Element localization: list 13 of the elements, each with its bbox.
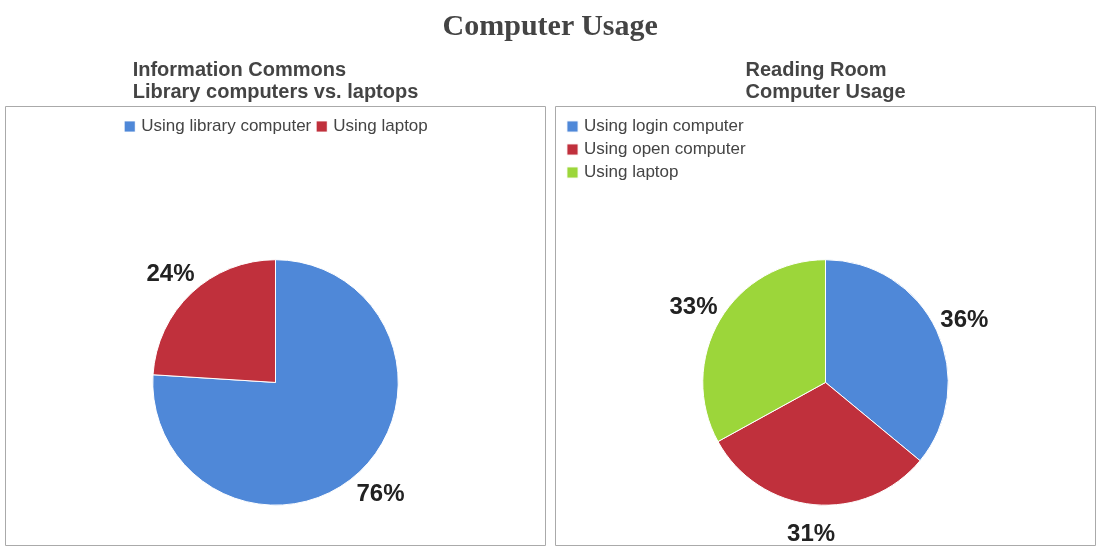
data-label: 31% — [787, 518, 836, 546]
legend-label: Using library computer — [141, 116, 312, 136]
legend-label: Using laptop — [584, 162, 679, 182]
legend-label: Using open computer — [584, 139, 746, 159]
data-label: 24% — [146, 259, 195, 287]
text: Computer Usage — [442, 7, 658, 41]
data-label: 36% — [940, 304, 989, 332]
legend-label: Using login computer — [584, 116, 744, 136]
chart-title: Reading Room Computer Usage — [745, 57, 906, 102]
legend-label: Using laptop — [333, 116, 428, 136]
data-label: 33% — [669, 292, 718, 320]
data-label: 76% — [356, 478, 405, 506]
chart-title: Information Commons Library computers vs. laptops — [132, 57, 419, 102]
